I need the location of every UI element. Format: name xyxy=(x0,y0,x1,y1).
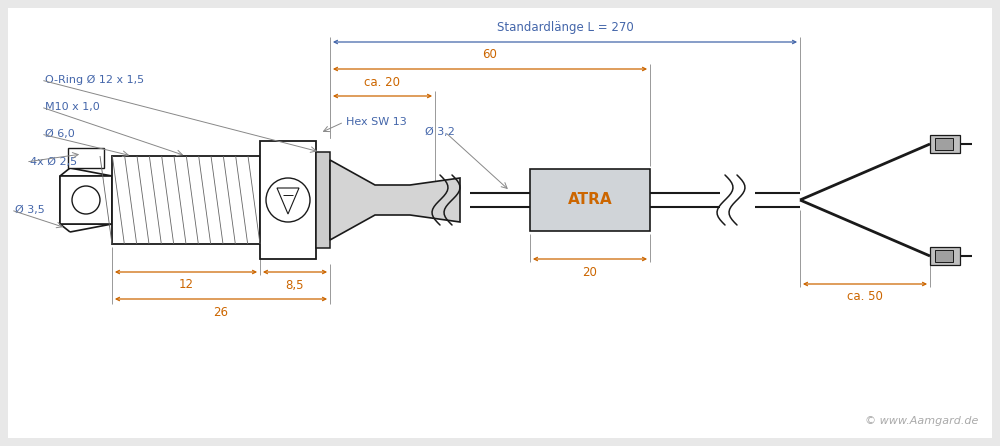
Bar xyxy=(935,250,953,262)
Text: 26: 26 xyxy=(214,306,228,319)
Text: ca. 20: ca. 20 xyxy=(364,75,400,88)
Bar xyxy=(68,148,104,168)
Text: Ø 3,5: Ø 3,5 xyxy=(15,205,45,215)
Bar xyxy=(930,135,960,153)
Polygon shape xyxy=(330,160,460,240)
Bar xyxy=(930,247,960,265)
Bar xyxy=(935,138,953,150)
Text: ca. 50: ca. 50 xyxy=(847,290,883,303)
Text: © www.Aamgard.de: © www.Aamgard.de xyxy=(865,416,978,426)
Circle shape xyxy=(72,186,100,214)
Text: 12: 12 xyxy=(178,278,194,292)
Bar xyxy=(260,141,316,259)
Bar xyxy=(316,152,330,248)
Text: Ø 3,2: Ø 3,2 xyxy=(425,127,455,137)
Text: 60: 60 xyxy=(483,49,497,62)
Bar xyxy=(530,169,650,231)
Text: O-Ring Ø 12 x 1,5: O-Ring Ø 12 x 1,5 xyxy=(45,75,144,85)
Text: 4x Ø 2,5: 4x Ø 2,5 xyxy=(30,157,77,167)
Text: Hex SW 13: Hex SW 13 xyxy=(346,117,407,127)
Circle shape xyxy=(266,178,310,222)
Text: ATRA: ATRA xyxy=(568,193,612,207)
Text: 20: 20 xyxy=(583,265,597,278)
Text: 8,5: 8,5 xyxy=(286,278,304,292)
Text: M10 x 1,0: M10 x 1,0 xyxy=(45,102,100,112)
Bar xyxy=(60,176,112,224)
Text: Standardlänge L = 270: Standardlänge L = 270 xyxy=(497,21,633,34)
Bar xyxy=(112,156,260,244)
Text: Ø 6,0: Ø 6,0 xyxy=(45,129,75,139)
